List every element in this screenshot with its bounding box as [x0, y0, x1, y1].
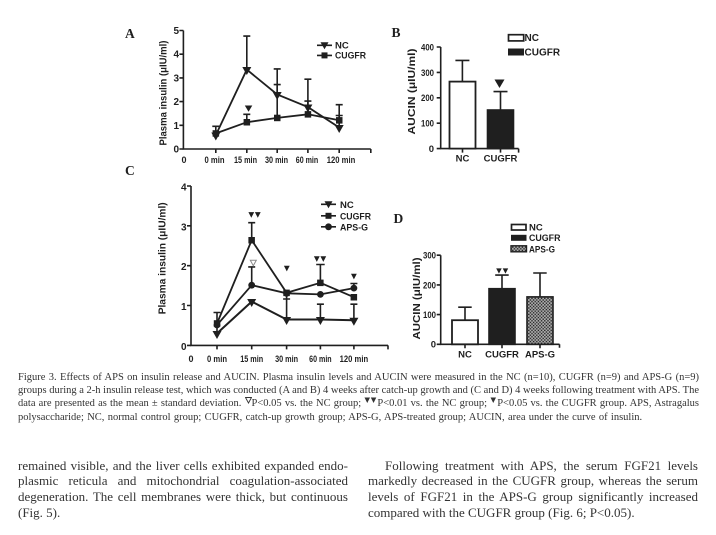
svg-text:120 min: 120 min: [340, 354, 369, 364]
svg-text:NC: NC: [529, 223, 543, 234]
svg-text:AUCIN (μIU/ml): AUCIN (μIU/ml): [412, 258, 423, 340]
svg-text:CUGFR: CUGFR: [525, 47, 561, 58]
svg-text:1: 1: [181, 302, 187, 313]
svg-text:AUCIN (μIU/ml): AUCIN (μIU/ml): [407, 49, 418, 135]
svg-text:NC: NC: [525, 33, 539, 44]
svg-text:0: 0: [429, 144, 434, 155]
svg-text:300: 300: [421, 68, 434, 79]
svg-text:1: 1: [173, 121, 179, 132]
svg-text:300: 300: [423, 251, 436, 262]
svg-text:B: B: [392, 25, 401, 40]
svg-text:4: 4: [173, 50, 179, 61]
svg-text:0 min: 0 min: [207, 354, 227, 364]
svg-text:Plasma insulin (μIU/ml): Plasma insulin (μIU/ml): [158, 41, 170, 146]
svg-text:0: 0: [181, 342, 187, 353]
svg-text:NC: NC: [456, 154, 470, 165]
svg-text:15 min: 15 min: [234, 155, 257, 165]
svg-text:C: C: [125, 163, 135, 178]
svg-text:30 min: 30 min: [275, 354, 298, 364]
svg-text:60 min: 60 min: [309, 354, 332, 364]
svg-text:APS-G: APS-G: [340, 222, 368, 233]
svg-text:400: 400: [421, 42, 434, 53]
svg-text:4: 4: [181, 183, 187, 194]
svg-text:APS-G: APS-G: [529, 244, 555, 255]
svg-text:2: 2: [181, 262, 187, 273]
svg-text:0: 0: [431, 340, 436, 351]
svg-text:200: 200: [423, 280, 436, 291]
svg-text:NC: NC: [340, 200, 354, 211]
svg-text:CUGFR: CUGFR: [335, 51, 366, 62]
svg-text:3: 3: [173, 73, 179, 84]
svg-text:CUGFR: CUGFR: [485, 350, 519, 361]
svg-text:NC: NC: [458, 350, 472, 361]
svg-text:3: 3: [181, 222, 187, 233]
svg-text:D: D: [394, 211, 404, 226]
svg-text:30 min: 30 min: [265, 155, 288, 165]
svg-text:15 min: 15 min: [240, 354, 263, 364]
svg-text:NC: NC: [335, 41, 349, 52]
svg-text:0 min: 0 min: [205, 155, 225, 165]
svg-text:2: 2: [173, 97, 179, 108]
svg-text:CUGFR: CUGFR: [529, 233, 561, 244]
svg-text:CUGFR: CUGFR: [340, 211, 371, 222]
svg-text:5: 5: [173, 26, 179, 37]
svg-text:100: 100: [423, 310, 436, 321]
svg-text:0: 0: [188, 354, 193, 364]
svg-text:200: 200: [421, 93, 434, 104]
svg-text:100: 100: [421, 119, 434, 130]
svg-text:CUGFR: CUGFR: [484, 154, 518, 165]
svg-text:0: 0: [173, 145, 179, 156]
svg-text:A: A: [125, 26, 135, 41]
svg-text:Plasma insulin (μIU/ml): Plasma insulin (μIU/ml): [157, 202, 169, 314]
svg-text:60 min: 60 min: [296, 155, 319, 165]
svg-text:0: 0: [181, 155, 186, 165]
svg-text:120 min: 120 min: [327, 155, 356, 165]
svg-text:APS-G: APS-G: [525, 350, 555, 361]
